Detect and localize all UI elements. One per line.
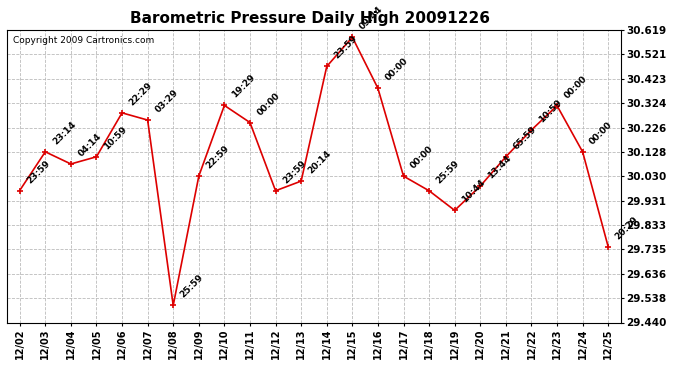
Text: 20:29: 20:29 xyxy=(614,214,640,241)
Text: 00:00: 00:00 xyxy=(562,74,589,100)
Text: 23:59: 23:59 xyxy=(26,158,52,185)
Text: 10:59: 10:59 xyxy=(537,98,564,124)
Text: 00:00: 00:00 xyxy=(384,57,410,83)
Text: Copyright 2009 Cartronics.com: Copyright 2009 Cartronics.com xyxy=(13,36,155,45)
Text: 09:44: 09:44 xyxy=(358,5,384,32)
Text: 22:59: 22:59 xyxy=(204,144,231,171)
Text: 65:59: 65:59 xyxy=(511,124,538,151)
Text: 19:29: 19:29 xyxy=(230,73,257,100)
Text: Barometric Pressure Daily High 20091226: Barometric Pressure Daily High 20091226 xyxy=(130,11,491,26)
Text: 03:29: 03:29 xyxy=(153,88,180,114)
Text: 00:00: 00:00 xyxy=(255,91,282,117)
Text: 23:59: 23:59 xyxy=(333,34,359,61)
Text: 23:14: 23:14 xyxy=(51,120,77,146)
Text: 23:59: 23:59 xyxy=(281,159,308,185)
Text: 00:00: 00:00 xyxy=(409,144,435,171)
Text: 25:59: 25:59 xyxy=(179,273,206,300)
Text: 10:59: 10:59 xyxy=(102,124,128,151)
Text: 00:00: 00:00 xyxy=(588,120,614,146)
Text: 20:14: 20:14 xyxy=(307,149,333,176)
Text: 13:44: 13:44 xyxy=(486,154,513,180)
Text: 04:14: 04:14 xyxy=(77,132,103,158)
Text: 22:29: 22:29 xyxy=(128,81,155,107)
Text: 25:59: 25:59 xyxy=(435,159,462,185)
Text: 10:44: 10:44 xyxy=(460,178,487,205)
